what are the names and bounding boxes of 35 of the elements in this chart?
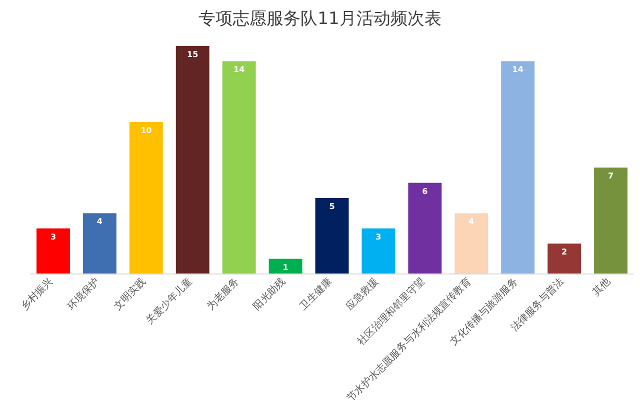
x-tick-label: 卫生健康 <box>297 276 334 312</box>
data-label: 2 <box>562 248 568 257</box>
data-label: 14 <box>512 65 524 74</box>
x-tick-label: 环境保护 <box>65 276 102 312</box>
bar <box>176 46 210 274</box>
data-label: 14 <box>234 65 246 74</box>
data-label: 7 <box>608 172 614 181</box>
bar <box>454 213 488 274</box>
x-tick-label: 文明实践 <box>112 276 148 312</box>
bar <box>362 228 396 274</box>
data-label: 1 <box>282 262 289 272</box>
data-label: 10 <box>140 126 152 135</box>
bar <box>501 61 535 274</box>
x-tick-label: 乡村振兴 <box>18 276 56 312</box>
x-tick-label: 其他 <box>590 276 613 298</box>
chart-title: 专项志愿服务队11月活动频次表 <box>198 9 442 29</box>
bar <box>82 213 116 274</box>
x-tick-label: 应急救援 <box>344 276 381 312</box>
data-label: 4 <box>96 217 103 226</box>
bar <box>222 61 256 274</box>
bar <box>268 258 302 274</box>
bar <box>36 228 70 274</box>
data-label: 3 <box>50 232 56 242</box>
x-tick-label: 为老服务 <box>204 276 242 312</box>
bar <box>594 168 628 274</box>
x-tick-label: 阳光助残 <box>250 276 288 312</box>
data-label: 15 <box>187 50 199 59</box>
bar <box>129 122 163 274</box>
data-label: 5 <box>329 202 336 211</box>
data-label: 6 <box>422 186 428 196</box>
bar <box>548 244 582 274</box>
data-label: 4 <box>468 217 475 226</box>
bar <box>408 182 442 274</box>
bar <box>315 198 349 274</box>
data-label: 3 <box>376 232 382 242</box>
